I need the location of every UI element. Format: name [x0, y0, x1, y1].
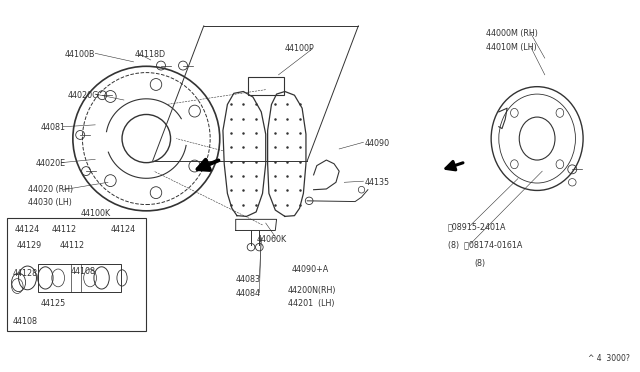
Text: 44112: 44112 [52, 225, 77, 234]
Text: 44118D: 44118D [135, 50, 166, 59]
Text: 44129: 44129 [17, 241, 42, 250]
Text: 44090+A: 44090+A [291, 265, 328, 274]
Text: 44081: 44081 [40, 123, 65, 132]
Text: 44108: 44108 [71, 267, 96, 276]
Text: 44200N(RH): 44200N(RH) [288, 286, 337, 295]
Text: 44124: 44124 [15, 225, 40, 234]
Text: 44108: 44108 [12, 317, 37, 326]
Text: 44030 (LH): 44030 (LH) [28, 198, 72, 207]
Text: 44112: 44112 [60, 241, 85, 250]
Text: 44020E: 44020E [36, 159, 66, 168]
Text: 44010M (LH): 44010M (LH) [486, 42, 537, 51]
Text: 44124: 44124 [111, 225, 136, 234]
Text: 44020G: 44020G [68, 91, 99, 100]
Text: 44090: 44090 [365, 139, 390, 148]
Text: 44135: 44135 [365, 178, 390, 187]
Bar [38, 264, 121, 292]
Text: 44020 (RH): 44020 (RH) [28, 185, 73, 194]
Text: 44100K: 44100K [80, 209, 110, 218]
Text: 44000M (RH): 44000M (RH) [486, 29, 538, 38]
Text: 44084: 44084 [236, 289, 260, 298]
Text: 44128: 44128 [12, 269, 37, 278]
Bar [248, 77, 284, 95]
Text: 44201  (LH): 44201 (LH) [288, 299, 335, 308]
Text: 44060K: 44060K [256, 235, 286, 244]
Text: ^ 4  3000?: ^ 4 3000? [588, 354, 630, 363]
Text: 44083: 44083 [236, 275, 260, 284]
Text: 44125: 44125 [41, 299, 66, 308]
Text: Ⓧ08915-2401A: Ⓧ08915-2401A [448, 222, 506, 231]
Text: 44100P: 44100P [285, 44, 315, 53]
Text: (8): (8) [474, 259, 486, 268]
Text: 44100B: 44100B [65, 50, 95, 59]
Text: (8)  Ⓒ08174-0161A: (8) Ⓒ08174-0161A [448, 241, 522, 250]
Bar [7, 218, 147, 331]
